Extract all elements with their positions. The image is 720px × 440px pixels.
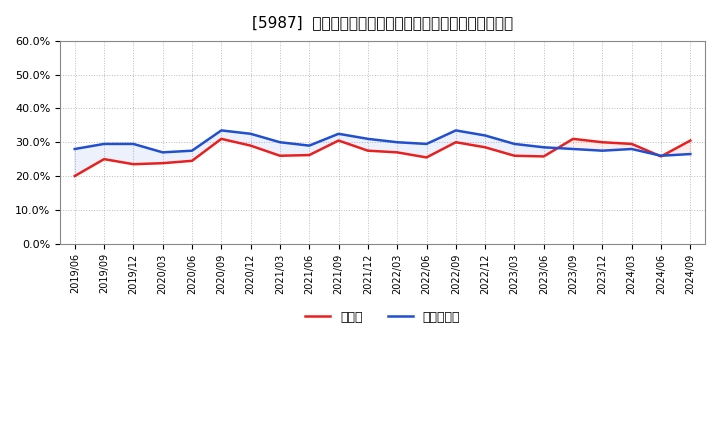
現預金	[539, 154, 548, 159]
有利子負債	[305, 143, 314, 148]
有利子負債	[422, 141, 431, 147]
有利子負債	[188, 148, 197, 153]
有利子負債	[598, 148, 607, 153]
有利子負債	[539, 145, 548, 150]
現預金	[422, 155, 431, 160]
有利子負債	[393, 139, 402, 145]
現預金	[510, 153, 519, 158]
現預金	[393, 150, 402, 155]
有利子負債	[364, 136, 372, 142]
有利子負債	[451, 128, 460, 133]
現預金	[481, 145, 490, 150]
現預金	[598, 139, 607, 145]
現預金	[364, 148, 372, 153]
現預金	[686, 138, 695, 143]
Line: 現預金: 現預金	[75, 139, 690, 176]
有利子負債	[71, 147, 79, 152]
有利子負債	[334, 131, 343, 136]
Title: [5987]  現預金、有利子負債の総資産に対する比率の推移: [5987] 現預金、有利子負債の総資産に対する比率の推移	[252, 15, 513, 30]
現預金	[569, 136, 577, 142]
有利子負債	[569, 147, 577, 152]
有利子負債	[686, 151, 695, 157]
現預金	[657, 154, 665, 159]
有利子負債	[627, 147, 636, 152]
現預金	[627, 141, 636, 147]
有利子負債	[481, 133, 490, 138]
Line: 有利子負債: 有利子負債	[75, 130, 690, 156]
有利子負債	[129, 141, 138, 147]
現預金	[158, 161, 167, 166]
有利子負債	[217, 128, 225, 133]
現預金	[451, 139, 460, 145]
有利子負債	[100, 141, 109, 147]
現預金	[100, 157, 109, 162]
現預金	[188, 158, 197, 164]
現預金	[246, 143, 255, 148]
有利子負債	[276, 139, 284, 145]
現預金	[129, 161, 138, 167]
Legend: 現預金, 有利子負債: 現預金, 有利子負債	[300, 305, 465, 329]
現預金	[305, 152, 314, 158]
有利子負債	[657, 153, 665, 158]
有利子負債	[510, 141, 519, 147]
有利子負債	[246, 131, 255, 136]
現預金	[276, 153, 284, 158]
有利子負債	[158, 150, 167, 155]
現預金	[217, 136, 225, 142]
現預金	[71, 173, 79, 179]
現預金	[334, 138, 343, 143]
